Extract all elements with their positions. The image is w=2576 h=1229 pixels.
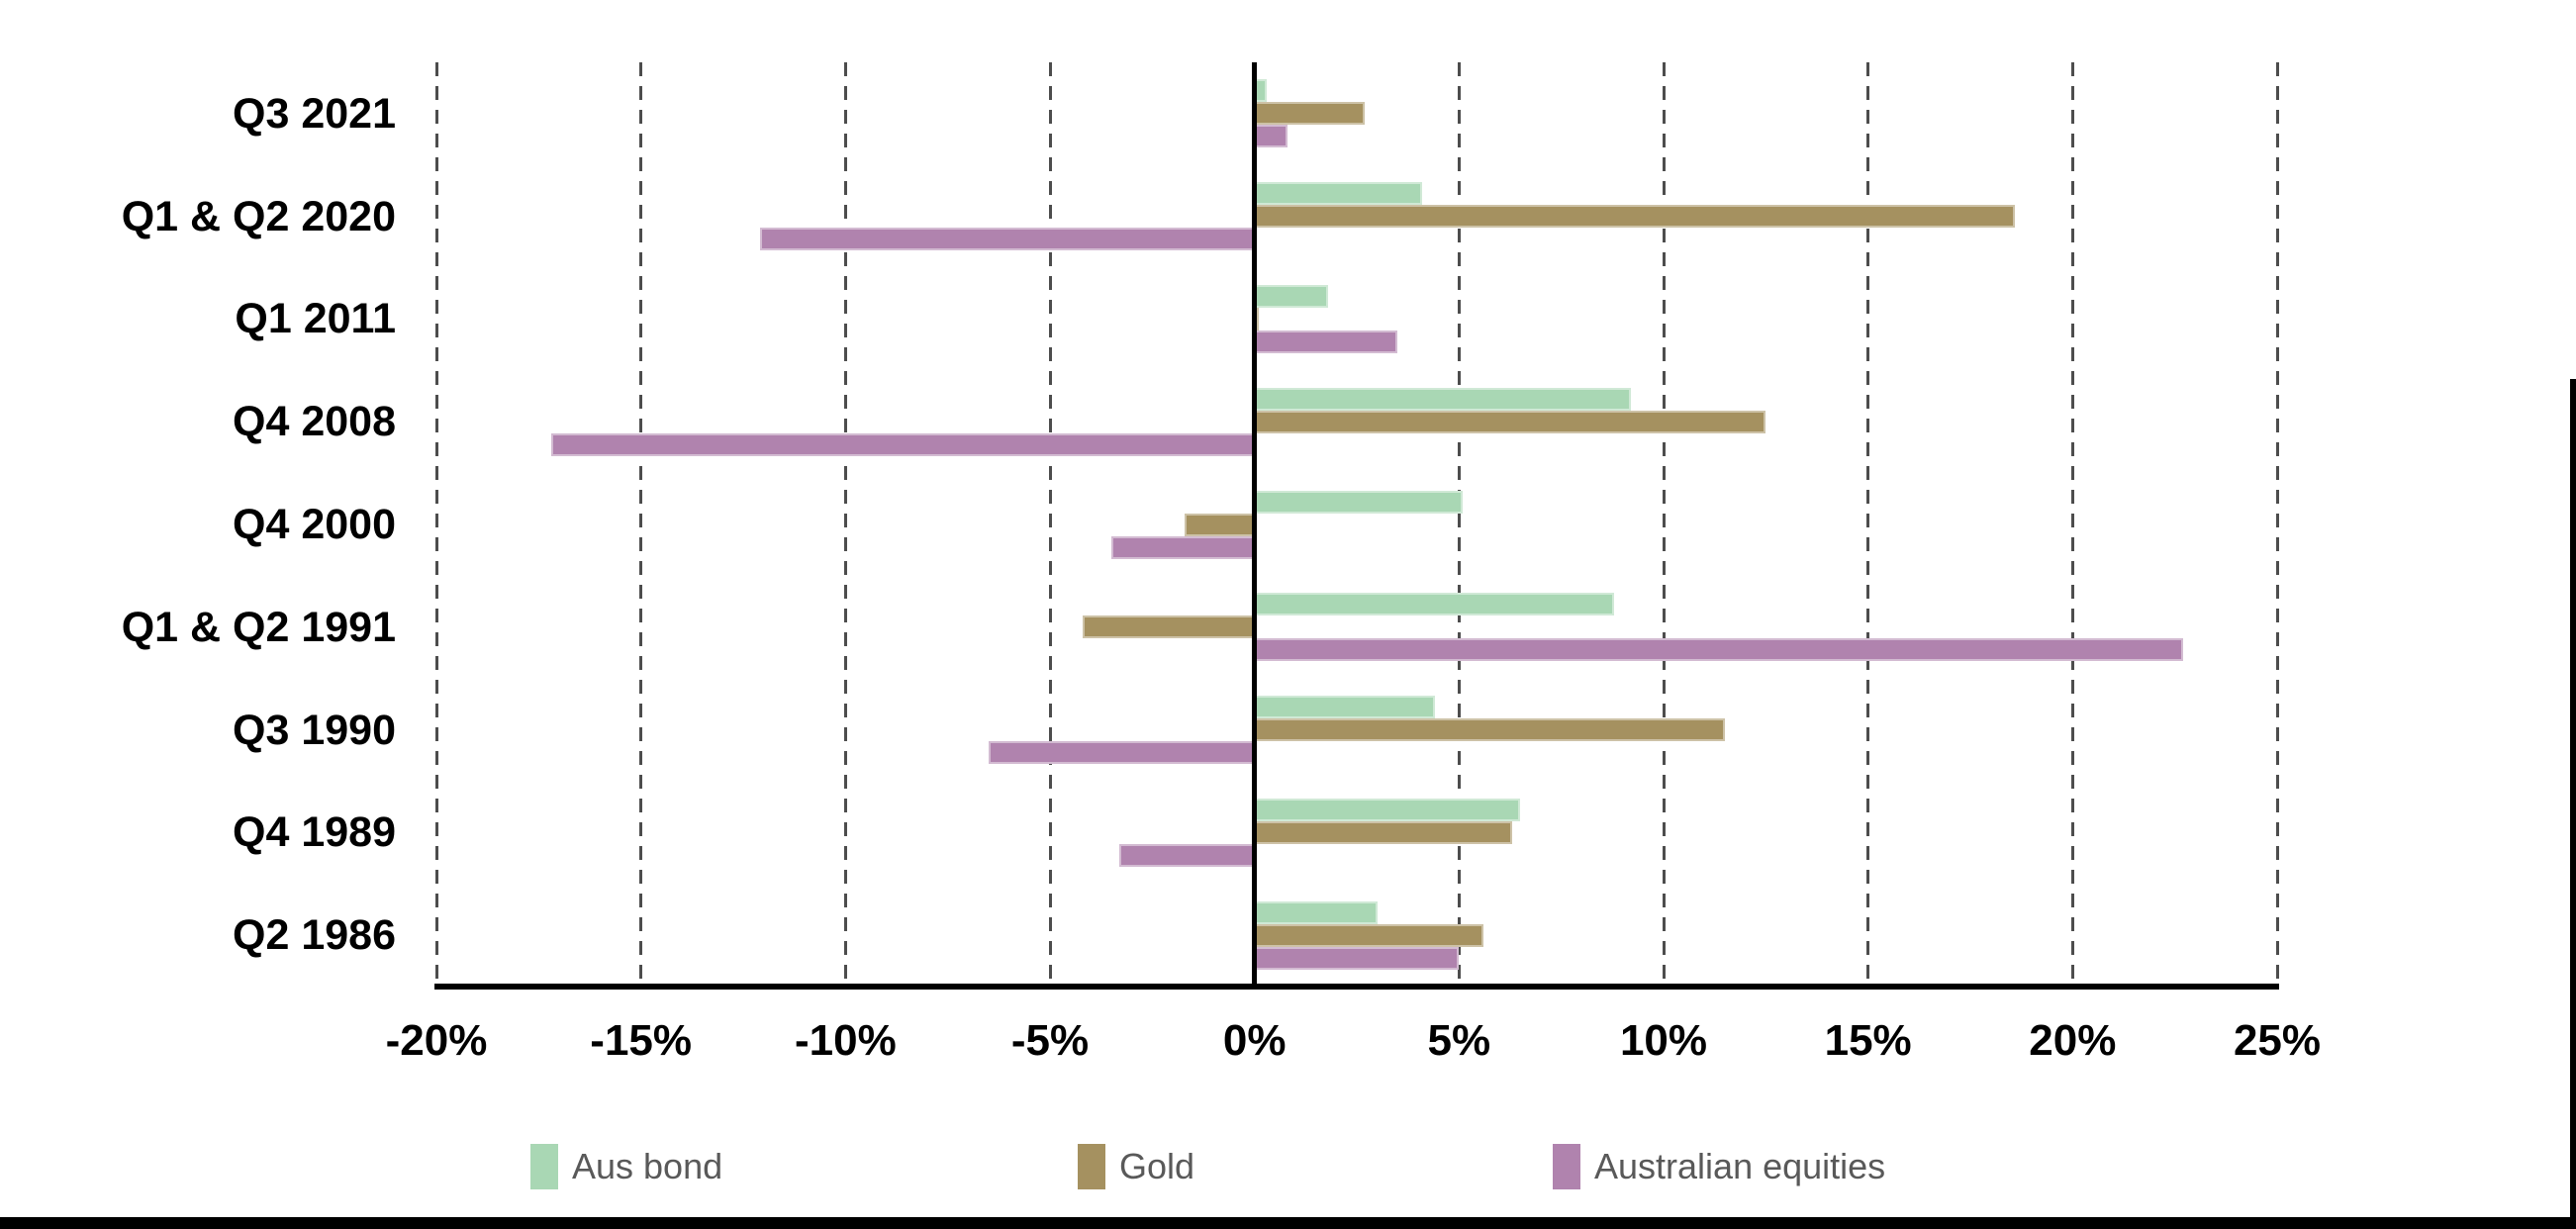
category-label-q2-1986: Q2 1986 [233, 911, 396, 960]
legend-swatch-gold [1078, 1144, 1105, 1189]
category-label-q4-2008: Q4 2008 [233, 398, 396, 446]
legend-swatch-aus-bond [530, 1144, 558, 1189]
category-label-q1-q2-1991: Q1 & Q2 1991 [121, 603, 396, 651]
x-tick-label-25: 25% [2233, 1016, 2322, 1065]
bar-gold-q3-1990 [1254, 718, 1725, 742]
category-label-q1-q2-2020: Q1 & Q2 2020 [121, 192, 396, 240]
bar-aus-bond-q2-1986 [1254, 900, 1378, 924]
gridline-20 [2070, 62, 2074, 987]
bar-gold-q4-2000 [1185, 513, 1255, 536]
bar-aus-bond-q1-q2-2020 [1254, 182, 1423, 206]
legend-item-australian-equities: Australian equities [1553, 1142, 1885, 1191]
x-tick-label-20: 20% [2029, 1016, 2117, 1065]
x-tick-label-15: 15% [1824, 1016, 1912, 1065]
bar-aus-bond-q4-2000 [1254, 490, 1464, 514]
x-tick-label-10: 10% [1619, 1016, 1708, 1065]
category-label-q1-2011: Q1 2011 [235, 295, 396, 343]
bar-aus-bond-q4-2008 [1254, 387, 1631, 411]
gridline--15 [639, 62, 643, 987]
x-tick-label-10: -10% [794, 1016, 897, 1065]
legend-label-gold: Gold [1119, 1146, 1195, 1186]
x-tick-label-5: -5% [1010, 1016, 1090, 1065]
x-tick-label-0: 0% [1222, 1016, 1287, 1065]
bar-gold-q3-2021 [1254, 102, 1366, 126]
bar-gold-q4-2008 [1254, 410, 1766, 433]
x-tick-label-20: -20% [385, 1016, 488, 1065]
x-tick-label-15: -15% [590, 1016, 693, 1065]
bar-australian-equities-q1-2011 [1254, 330, 1398, 353]
legend-item-gold: Gold [1078, 1142, 1194, 1191]
bar-aus-bond-q1-q2-1991 [1254, 593, 1615, 616]
bar-aus-bond-q1-2011 [1254, 284, 1329, 308]
bar-australian-equities-q2-1986 [1254, 946, 1460, 970]
gridline-25 [2275, 62, 2279, 987]
bar-gold-q4-1989 [1254, 820, 1513, 844]
legend-swatch-australian-equities [1553, 1144, 1580, 1189]
legend-item-aus-bond: Aus bond [530, 1142, 722, 1191]
right-edge-line [2570, 379, 2576, 1229]
gridline-5 [1457, 62, 1461, 987]
gridline--10 [843, 62, 847, 987]
bottom-black-strip [0, 1217, 2576, 1229]
bar-australian-equities-q4-2000 [1111, 535, 1255, 559]
category-label-q4-1989: Q4 1989 [233, 808, 396, 857]
bar-australian-equities-q1-q2-1991 [1254, 638, 2183, 662]
bar-australian-equities-q4-1989 [1119, 843, 1255, 867]
bar-aus-bond-q4-1989 [1254, 798, 1521, 821]
gridline-15 [1866, 62, 1870, 987]
legend-label-aus-bond: Aus bond [572, 1146, 723, 1186]
bar-australian-equities-q1-q2-2020 [759, 228, 1255, 251]
zero-axis-line [1252, 62, 1258, 990]
chart-legend: Aus bond Gold Australian equities [0, 1138, 2576, 1197]
bar-gold-q1-q2-1991 [1083, 615, 1255, 639]
x-axis-line [434, 984, 2279, 990]
gridline--5 [1048, 62, 1052, 987]
bar-gold-q1-q2-2020 [1254, 205, 2016, 229]
bar-australian-equities-q3-2021 [1254, 125, 1288, 148]
bar-gold-q2-1986 [1254, 923, 1484, 947]
category-label-q4-2000: Q4 2000 [233, 501, 396, 548]
category-label-q3-1990: Q3 1990 [233, 706, 396, 754]
bar-australian-equities-q4-2008 [550, 432, 1255, 456]
category-label-q3-2021: Q3 2021 [233, 89, 396, 138]
legend-label-australian-equities: Australian equities [1594, 1146, 1886, 1186]
bar-aus-bond-q3-1990 [1254, 696, 1435, 719]
bar-australian-equities-q3-1990 [989, 741, 1255, 765]
gridline-10 [1662, 62, 1666, 987]
x-tick-label-5: 5% [1427, 1016, 1491, 1065]
gridline--20 [434, 62, 438, 987]
